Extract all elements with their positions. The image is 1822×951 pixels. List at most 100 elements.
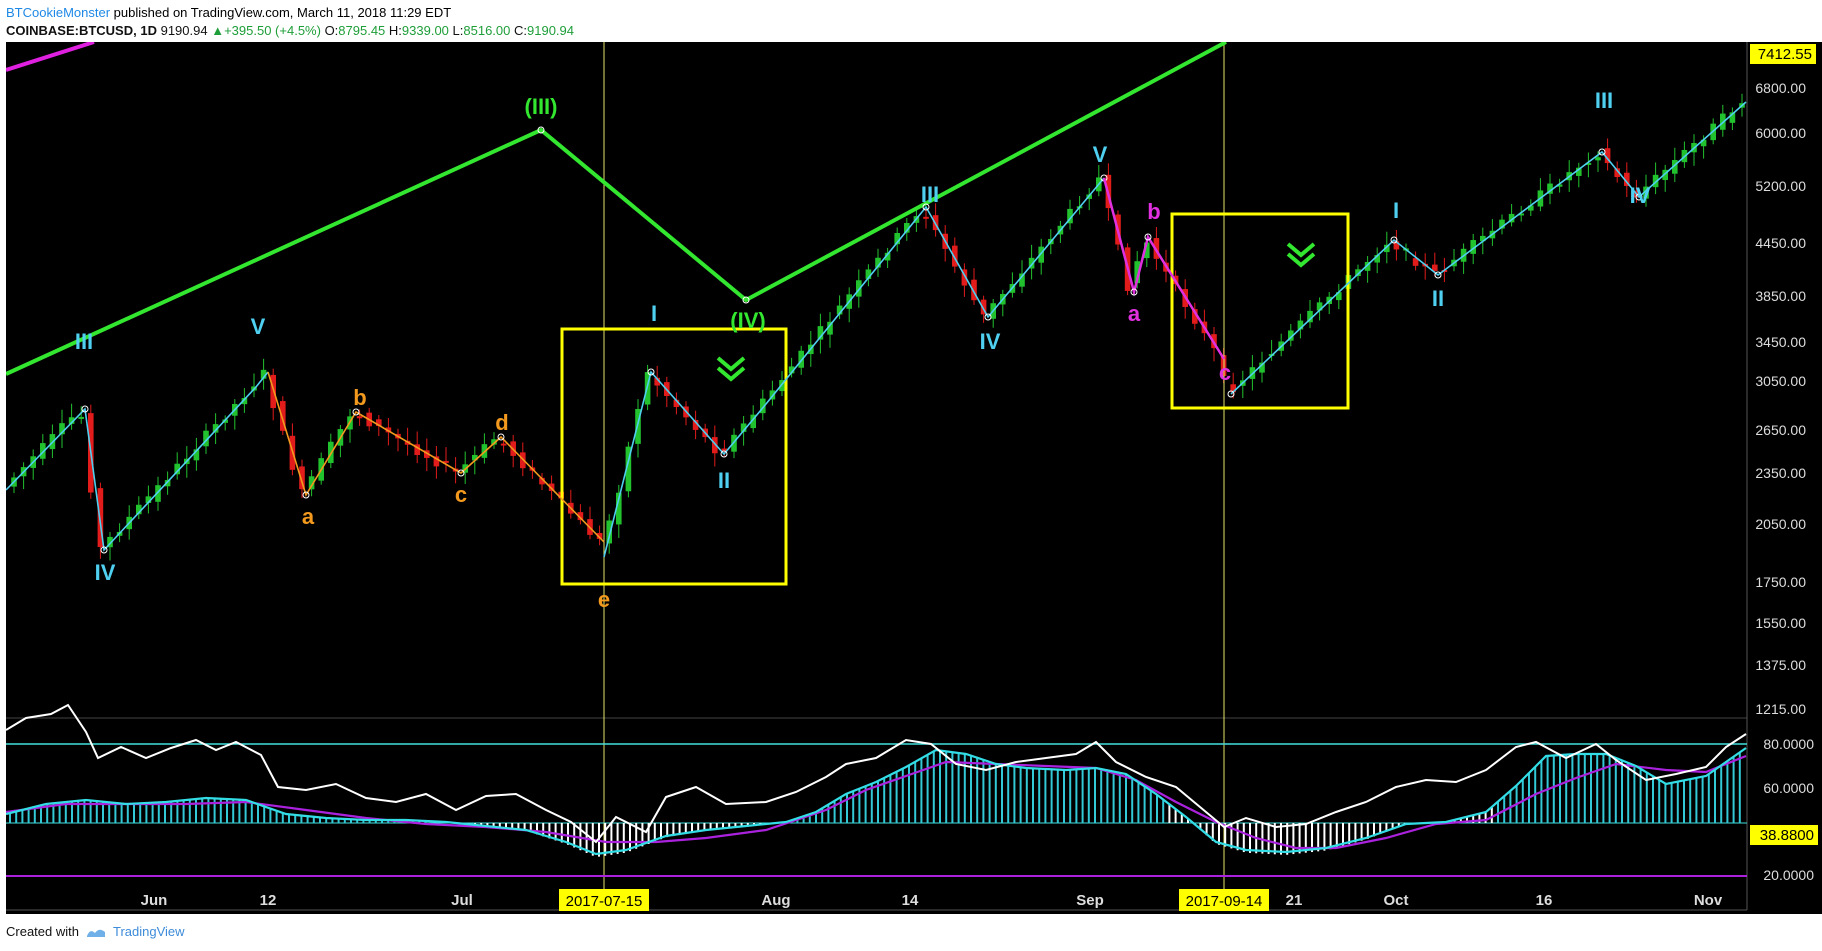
candle-body: [884, 252, 891, 261]
price-tick: 2350.00: [1755, 465, 1806, 481]
candle-body: [1384, 244, 1390, 253]
wave-label-cyan: V: [1093, 142, 1108, 167]
wave-label-cyan: II: [718, 468, 730, 493]
header-line-1: BTCookieMonster published on TradingView…: [6, 4, 574, 22]
wave-label-magenta: a: [1128, 301, 1141, 326]
highlight-date-label: 2017-09-14: [1186, 893, 1263, 910]
candle-body: [1134, 261, 1140, 284]
tradingview-link[interactable]: TradingView: [112, 924, 185, 939]
candle-body: [491, 439, 497, 445]
magenta-trend-line: [5, 40, 95, 72]
candle-body: [616, 492, 622, 525]
price-tick: 3450.00: [1755, 334, 1806, 350]
candle-body: [577, 512, 584, 521]
candle-body: [654, 377, 660, 386]
candle-body: [1604, 148, 1611, 164]
header-line-2: COINBASE:BTCUSD, 1D 9190.94 ▲+395.50 (+4…: [6, 22, 574, 40]
wave-label-cyan: III: [75, 329, 93, 354]
candle-body: [376, 419, 382, 427]
osc-tick: 20.0000: [1763, 867, 1814, 883]
candle-body: [856, 280, 862, 297]
candle-body: [1374, 255, 1380, 263]
price-tick: 4450.00: [1755, 235, 1806, 251]
wave-label-magenta: c: [1219, 360, 1231, 385]
chevron-down-icon: [716, 366, 746, 382]
candle-body: [1067, 208, 1073, 224]
chart-svg[interactable]: III IV V I II III IV V I II III IV a b c…: [5, 40, 1822, 914]
candle-body: [1412, 258, 1419, 266]
date-axis[interactable]: Jun 12 Jul Aug 14 Sep 21 Oct 16 Nov 2017…: [141, 889, 1723, 911]
published-text: published on TradingView.com, March 11, …: [113, 5, 452, 20]
candle-body: [308, 476, 315, 490]
candle-body: [1508, 213, 1515, 223]
wave-label-orange: a: [302, 504, 315, 529]
candle-body: [606, 520, 612, 544]
author-link[interactable]: BTCookieMonster: [6, 5, 111, 20]
candle-body: [1614, 168, 1620, 178]
high-value: 9339.00: [401, 23, 449, 38]
date-tick: Nov: [1694, 892, 1723, 909]
wave-node: [1598, 148, 1606, 156]
price-tick: 1375.00: [1755, 657, 1806, 673]
date-tick: 14: [902, 892, 919, 909]
orange-abcde-wave: [267, 371, 605, 543]
high-label: H:: [388, 23, 402, 38]
candle-body: [712, 437, 718, 454]
candle-body: [78, 416, 84, 419]
candle-body: [1556, 184, 1563, 187]
chart-area[interactable]: III IV V I II III IV V I II III IV a b c…: [5, 40, 1822, 914]
candle-body: [1499, 219, 1505, 229]
wave-node: [1144, 233, 1152, 241]
price-tick: 6800.00: [1755, 80, 1806, 96]
open-label: O:: [324, 23, 339, 38]
date-tick: Aug: [761, 892, 790, 909]
chevron-down-icon: [1286, 252, 1316, 268]
candle-body: [424, 450, 430, 458]
candle-body: [107, 536, 113, 548]
tradingview-logo-icon: [86, 929, 105, 937]
candle-body: [1624, 172, 1630, 186]
wave-label-orange: e: [598, 587, 610, 612]
candle-body: [212, 424, 219, 433]
candle-body: [894, 232, 900, 245]
price-tick: 3850.00: [1755, 288, 1806, 304]
candle-body: [788, 366, 795, 374]
candle-body: [1652, 174, 1659, 188]
wave-node: [100, 546, 108, 554]
candle-body: [750, 414, 756, 429]
wave-label-cyan: III: [921, 182, 939, 207]
price-tick: 5200.00: [1755, 178, 1806, 194]
cyan-wave-1: [5, 371, 269, 552]
candle-body: [1585, 162, 1592, 165]
candle-body: [443, 460, 449, 463]
price-axis[interactable]: 6800.00 6000.00 5200.00 4450.00 3850.00 …: [1750, 44, 1818, 883]
highlight-date-badge: [559, 889, 649, 911]
candle-body: [155, 485, 161, 502]
candle-body: [193, 449, 200, 461]
candle-body: [1307, 310, 1313, 323]
highlight-date-badge: [1179, 889, 1269, 911]
price-tick: 1215.00: [1755, 701, 1806, 717]
green-primary-wave: [5, 40, 1227, 376]
highlight-date-label: 2017-07-15: [566, 893, 643, 910]
candle-body: [635, 409, 641, 444]
wave-node: [302, 491, 310, 499]
candle-body: [1547, 183, 1553, 194]
candle-body: [356, 416, 363, 419]
candle-body: [1432, 264, 1438, 271]
candle-body: [673, 399, 680, 408]
candle-body: [952, 245, 958, 267]
wave-node: [1434, 271, 1442, 279]
candle-body: [961, 269, 968, 286]
green-wave-node-iv: [742, 296, 750, 304]
candle-body: [760, 398, 766, 414]
wave-node: [647, 368, 655, 376]
candle-body: [1518, 213, 1524, 216]
open-value: 8795.45: [338, 23, 386, 38]
date-tick: 21: [1286, 892, 1303, 909]
footer: Created with TradingView: [6, 924, 185, 939]
wave-label-cyan: IV: [1630, 183, 1651, 208]
wave-label-cyan: IV: [980, 329, 1001, 354]
wave-label-cyan: V: [251, 314, 266, 339]
candle-body: [1528, 205, 1534, 211]
